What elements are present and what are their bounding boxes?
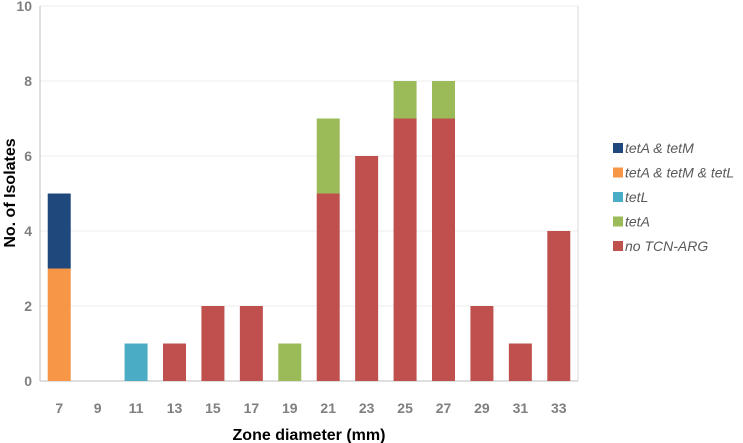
- x-tick-label: 19: [282, 400, 298, 416]
- legend-swatch: [613, 167, 623, 178]
- bar-segment: [432, 118, 455, 381]
- bar-segment: [239, 306, 263, 381]
- x-axis-title: Zone diameter (mm): [233, 427, 386, 443]
- bar-segment: [508, 343, 532, 381]
- y-tick-label: 2: [24, 298, 32, 314]
- bar-segment: [278, 343, 302, 381]
- bar-segment: [393, 81, 417, 119]
- y-tick-label: 8: [24, 73, 32, 89]
- legend-swatch: [613, 216, 623, 227]
- legend-label: tetA: [625, 214, 650, 230]
- x-tick-label: 15: [205, 400, 221, 416]
- bar-segment: [316, 118, 340, 194]
- legend-label: tetA & tetM: [625, 140, 694, 156]
- legend-item: no TCN-ARG: [613, 238, 708, 254]
- bar-segment: [124, 343, 148, 381]
- y-tick-label: 0: [24, 373, 32, 389]
- legend-item: tetA: [613, 214, 650, 230]
- bar-segment: [470, 306, 494, 381]
- x-tick-label: 31: [513, 400, 529, 416]
- y-axis-ticks: 0 2 4 6 8 10: [16, 0, 32, 389]
- legend-swatch: [613, 192, 623, 202]
- legend-item: tetL: [613, 189, 648, 205]
- y-tick-label: 10: [16, 0, 32, 14]
- x-tick-label: 27: [436, 400, 452, 416]
- legend-item: tetA & tetM & tetL: [613, 165, 734, 181]
- bars: [47, 81, 571, 381]
- bar-segment: [163, 343, 186, 381]
- x-tick-label: 23: [359, 400, 375, 416]
- bar-segment: [47, 193, 71, 269]
- x-axis-ticks: 7 9 11 13 15 17 19 21 23 25 27 29 31 33: [55, 400, 566, 416]
- x-tick-label: 7: [55, 400, 63, 416]
- legend-swatch: [613, 241, 623, 251]
- bar-segment: [393, 118, 417, 381]
- x-tick-label: 21: [320, 400, 336, 416]
- legend: tetA & tetM tetA & tetM & tetL tetL tetA no …: [613, 140, 734, 254]
- gridlines: [40, 5, 578, 307]
- x-tick-label: 29: [474, 400, 490, 416]
- bar-segment: [547, 231, 571, 381]
- legend-swatch: [613, 143, 623, 153]
- legend-label: no TCN-ARG: [625, 238, 708, 254]
- y-tick-label: 4: [24, 223, 32, 239]
- bar-segment: [201, 306, 225, 381]
- bar-segment: [316, 193, 340, 381]
- x-tick-label: 17: [244, 400, 260, 416]
- legend-label: tetA & tetM & tetL: [625, 165, 734, 181]
- legend-label: tetL: [625, 189, 648, 205]
- bar-segment: [432, 81, 455, 119]
- bar-segment: [47, 268, 71, 381]
- bar-segment: [355, 156, 379, 381]
- x-tick-label: 33: [551, 400, 567, 416]
- y-axis-title: No. of Isolates: [2, 138, 19, 247]
- x-tick-label: 11: [129, 400, 144, 416]
- y-tick-label: 6: [24, 148, 32, 164]
- plot-area: [39, 6, 579, 382]
- x-tick-label: 25: [397, 400, 413, 416]
- x-tick-label: 9: [94, 400, 102, 416]
- x-tick-label: 13: [167, 400, 183, 416]
- legend-item: tetA & tetM: [613, 140, 694, 156]
